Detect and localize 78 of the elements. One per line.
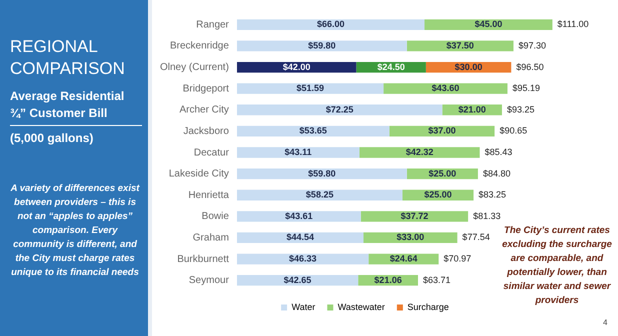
y-tick-label: Breckenridge bbox=[170, 40, 230, 52]
data-label: $53.65 bbox=[299, 126, 327, 136]
text: 4 bbox=[603, 318, 608, 327]
y-tick-label: Bridgeport bbox=[182, 83, 230, 94]
legend-label: Surcharge bbox=[407, 302, 449, 312]
bar bbox=[236, 168, 407, 180]
data-label: $25.00 bbox=[428, 168, 456, 178]
text: Average Residential ¾” Customer Bill bbox=[10, 88, 142, 126]
y-tick-label: Archer City bbox=[179, 104, 229, 116]
data-label: $59.80 bbox=[308, 40, 336, 50]
text: A variety of differences exist between providers – this is not an “apples to apples” comparison. Every community is different, and the City must charge rates unique to its financial needs bbox=[10, 182, 141, 280]
bar bbox=[236, 147, 360, 158]
bar bbox=[236, 211, 361, 222]
data-label: $58.25 bbox=[306, 190, 334, 200]
data-label: $37.00 bbox=[428, 126, 456, 136]
data-label: $44.54 bbox=[286, 232, 314, 242]
data-label: $24.64 bbox=[390, 254, 418, 264]
bar bbox=[236, 19, 425, 30]
total-label: $70.97 bbox=[444, 254, 472, 264]
data-label: $66.00 bbox=[316, 19, 344, 30]
data-label: $42.00 bbox=[282, 62, 310, 72]
total-label: $96.50 bbox=[516, 62, 544, 72]
text: (5,000 gallons) bbox=[10, 131, 94, 145]
data-label: $33.00 bbox=[396, 232, 424, 242]
data-label: $59.80 bbox=[308, 168, 336, 178]
annotation: The City’s current rates excluding the surcharge are comparable, and potentially lower, than similar water and sewer providers bbox=[501, 224, 613, 308]
total-label: $84.80 bbox=[482, 168, 510, 178]
data-label: $42.32 bbox=[406, 146, 434, 157]
y-tick-label: Seymour bbox=[188, 275, 230, 286]
data-label: $43.11 bbox=[284, 146, 312, 157]
y-tick-label: Jacksboro bbox=[183, 126, 230, 137]
bar bbox=[384, 83, 508, 94]
bar bbox=[424, 19, 552, 30]
data-label: $43.60 bbox=[432, 83, 460, 94]
total-label: $85.43 bbox=[484, 146, 512, 157]
data-label: $30.00 bbox=[454, 62, 482, 72]
bar bbox=[236, 83, 384, 94]
y-tick-label: Burkburnett bbox=[177, 254, 230, 265]
data-label: $24.50 bbox=[377, 62, 405, 72]
total-label: $95.19 bbox=[512, 83, 540, 94]
bar bbox=[406, 40, 514, 52]
total-label: $83.25 bbox=[478, 190, 506, 200]
data-label: $25.00 bbox=[424, 190, 452, 200]
y-tick-label: Decatur bbox=[194, 147, 230, 158]
bar bbox=[360, 211, 468, 222]
total-label: $81.33 bbox=[473, 210, 501, 221]
data-label: $43.61 bbox=[285, 210, 313, 221]
legend-label: Wastewater bbox=[338, 302, 385, 312]
total-label: $90.65 bbox=[500, 126, 528, 136]
total-label: $111.00 bbox=[557, 19, 589, 30]
y-tick-label: Olney (Current) bbox=[160, 62, 229, 74]
y-tick-label: Ranger bbox=[196, 19, 230, 30]
data-label: $21.00 bbox=[458, 104, 486, 114]
y-tick-label: Graham bbox=[192, 232, 229, 244]
total-label: $93.25 bbox=[506, 104, 534, 114]
data-label: $46.33 bbox=[288, 254, 317, 264]
total-label: $77.54 bbox=[462, 232, 490, 242]
bar bbox=[236, 232, 364, 244]
data-label: $21.06 bbox=[374, 274, 402, 285]
bar bbox=[236, 190, 402, 200]
bar bbox=[359, 147, 480, 158]
bar bbox=[236, 40, 407, 52]
bar bbox=[236, 104, 442, 116]
total-label: $97.30 bbox=[518, 40, 546, 50]
data-label: $37.72 bbox=[400, 210, 428, 221]
data-label: $42.65 bbox=[284, 274, 312, 285]
data-label: $37.50 bbox=[446, 40, 474, 50]
y-tick-label: Bowie bbox=[202, 211, 230, 222]
total-label: $63.71 bbox=[423, 274, 451, 285]
data-label: $72.25 bbox=[326, 104, 354, 114]
bar bbox=[236, 254, 369, 264]
y-tick-label: Henrietta bbox=[188, 190, 230, 201]
legend-label: Water bbox=[292, 302, 316, 312]
text: REGIONAL COMPARISON bbox=[10, 36, 126, 80]
bar bbox=[236, 126, 390, 137]
data-label: $51.59 bbox=[296, 83, 324, 94]
data-label: $45.00 bbox=[474, 19, 502, 30]
y-tick-label: Lakeside City bbox=[168, 168, 229, 180]
